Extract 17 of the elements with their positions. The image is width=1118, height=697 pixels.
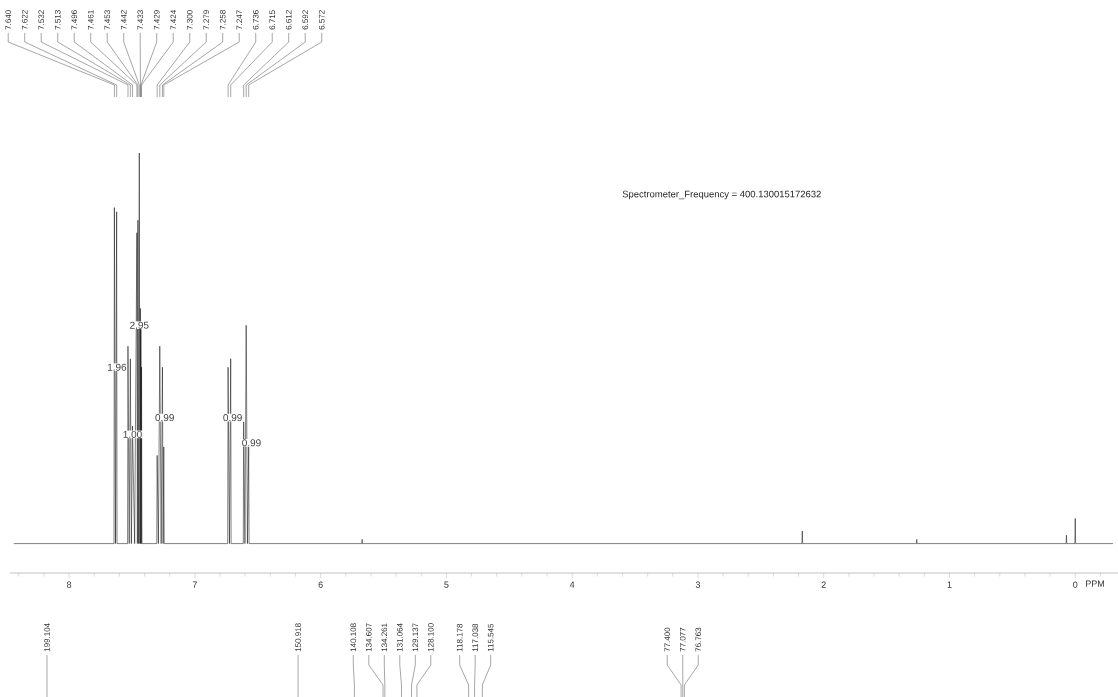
x-tick-label: 3 — [695, 581, 701, 588]
x-tick-label: 2 — [821, 581, 826, 588]
annotation: 1.96 — [107, 363, 127, 371]
x-tick-label: 0 — [1073, 581, 1078, 588]
x-tick-label: 6 — [318, 581, 323, 588]
annotation: 0.99 — [155, 414, 174, 422]
x-axis-title: PPM — [1086, 580, 1104, 587]
annotation: 0.99 — [242, 439, 261, 447]
x-tick-label: 5 — [444, 581, 449, 588]
x-tick-label: 1 — [947, 581, 952, 588]
x-tick-label: 4 — [569, 581, 575, 588]
x-tick-label: 8 — [67, 581, 72, 588]
annotation: Spectrometer_Frequency = 400.130015172632 — [622, 190, 821, 200]
annotation: 0.99 — [223, 414, 242, 422]
x-tick-label: 7 — [192, 581, 197, 588]
annotation: 1.00 — [123, 430, 142, 438]
annotation: 2.95 — [130, 321, 149, 329]
